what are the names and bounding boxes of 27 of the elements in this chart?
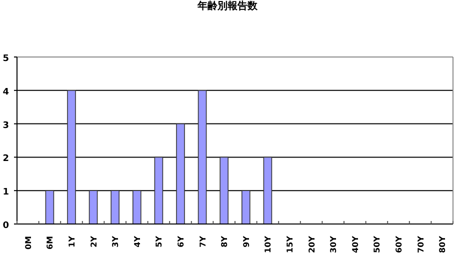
x-tick-label: 70Y [416, 236, 426, 253]
x-tick-label: 80Y [438, 236, 448, 253]
x-tick-label: 4Y [132, 236, 142, 248]
x-tick-label: 1Y [68, 236, 76, 248]
y-tick-label: 3 [2, 120, 9, 131]
x-tick-label: 15Y [286, 236, 294, 253]
x-tick-label: 10Y [264, 236, 273, 253]
x-tick-label: 5Y [154, 236, 164, 248]
y-tick-label: 0 [2, 221, 9, 231]
x-tick-label: 8Y [220, 236, 230, 248]
y-tick-label: 1 [2, 188, 9, 198]
chart-title: 年齢別報告数 [196, 0, 258, 12]
x-tick-label: 6M [46, 236, 55, 250]
x-tick-label: 7Y [198, 236, 208, 248]
x-tick-label: 6Y [176, 236, 186, 248]
y-tick-label: 4 [2, 87, 9, 98]
x-tick-label: 9Y [242, 236, 251, 248]
x-tick-label: 60Y [394, 236, 404, 253]
y-tick-label: 2 [2, 154, 9, 164]
x-tick-label: 3Y [111, 236, 120, 248]
x-tick-label: 30Y [329, 236, 338, 253]
x-tick-label: 2Y [89, 236, 98, 248]
x-tick-label: 50Y [372, 236, 382, 253]
x-tick-label: 20Y [307, 236, 316, 253]
x-tick-label: 40Y [350, 236, 360, 253]
y-tick-label: 5 [2, 54, 9, 64]
x-tick-label: 0M [24, 236, 33, 250]
